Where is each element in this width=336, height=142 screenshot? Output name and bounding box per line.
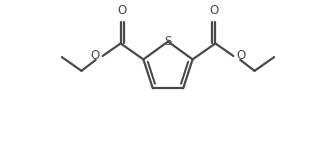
Text: O: O — [90, 49, 100, 62]
Text: S: S — [164, 35, 172, 48]
Text: O: O — [236, 49, 246, 62]
Text: O: O — [209, 4, 218, 17]
Text: O: O — [118, 4, 127, 17]
